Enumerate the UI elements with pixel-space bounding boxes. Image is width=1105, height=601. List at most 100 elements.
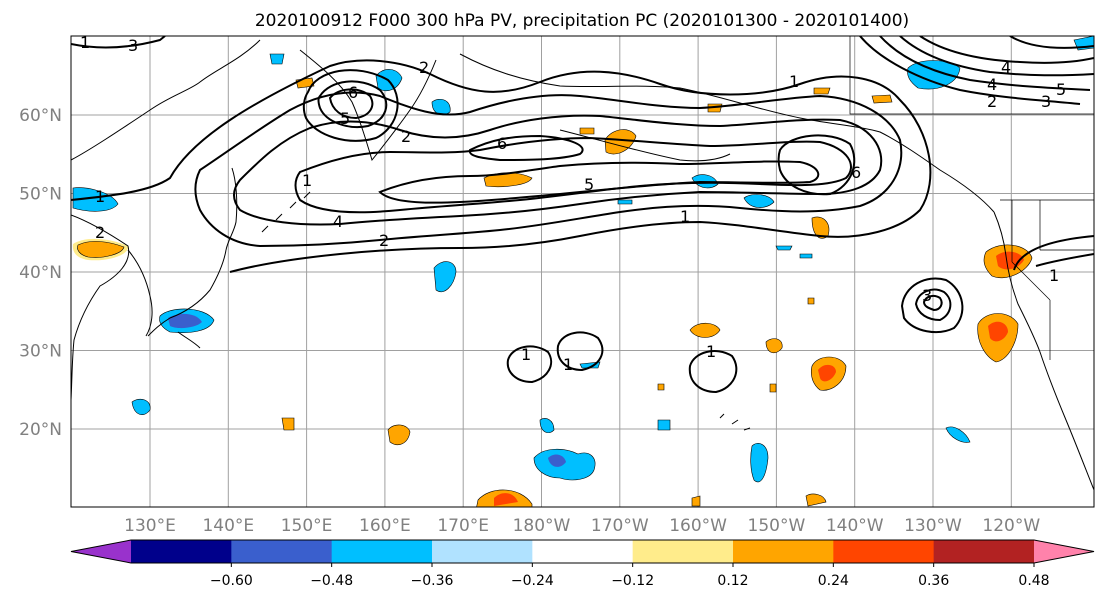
precip-neg-kam3 bbox=[269, 53, 285, 65]
precip-blob-ca-north bbox=[983, 244, 1033, 278]
colorbar: −0.60 −0.48 −0.36 −0.24 −0.12 0.12 0.24 0.36 0.4… bbox=[70, 539, 1095, 589]
precip-blob-sub9 bbox=[807, 297, 815, 305]
colorbar-swatch bbox=[131, 540, 232, 563]
lon-label: 160°W bbox=[669, 516, 727, 536]
clabel: 5 bbox=[584, 175, 594, 194]
precip-blob-gulf3 bbox=[813, 87, 831, 95]
precip-neg-sub10 bbox=[617, 199, 633, 205]
coastlines bbox=[71, 39, 1094, 491]
lat-label: 20°N bbox=[19, 420, 62, 440]
precip-neg-sub8 bbox=[775, 245, 793, 251]
precip-neg-sub3 bbox=[945, 426, 971, 443]
clabel: 1 bbox=[1049, 266, 1059, 285]
colorbar-tick-label: −0.60 bbox=[210, 573, 253, 589]
precip-neg-sub5 bbox=[539, 418, 555, 433]
colorbar-tick-label: −0.48 bbox=[310, 573, 353, 589]
pv-contour-closed-ca1 bbox=[900, 277, 964, 334]
precip-neg-sub2 bbox=[750, 443, 769, 483]
border-alaska-canada bbox=[849, 36, 1094, 115]
colorbar-tick-label: −0.12 bbox=[611, 573, 654, 589]
coast-japan bbox=[147, 249, 227, 349]
lon-label: 140°W bbox=[826, 516, 884, 536]
coast-asia bbox=[71, 39, 261, 401]
clabel: 5 bbox=[340, 109, 350, 128]
colorbar-swatch bbox=[432, 540, 533, 563]
precip-blob-sub5 bbox=[281, 417, 295, 431]
longitude-labels: 130°E 140°E 150°E 160°E 170°E 180°W 170°W 160°W… bbox=[124, 516, 1040, 536]
lon-label: 150°E bbox=[281, 516, 333, 536]
clabel: 1 bbox=[302, 171, 312, 190]
precip-blob-sub3 bbox=[810, 356, 847, 391]
lon-label: 170°W bbox=[591, 516, 649, 536]
precip-blob-sub10 bbox=[657, 383, 665, 391]
pv-contour-sub1 bbox=[506, 345, 553, 384]
clabel: 2 bbox=[95, 223, 105, 242]
precip-blob-japan-south bbox=[72, 238, 129, 261]
pv-contour-k6 bbox=[317, 80, 388, 128]
precip-neg-kyushu bbox=[159, 308, 215, 333]
precip-neg-sub1 bbox=[533, 448, 596, 481]
lon-label: 140°E bbox=[202, 516, 254, 536]
pv-contour-2 bbox=[194, 91, 903, 248]
pv-contour-closed-ca2 bbox=[914, 288, 952, 322]
precip-blob-sub8 bbox=[769, 383, 777, 393]
colorbar-tick-label: 0.36 bbox=[918, 573, 949, 589]
colorbar-tick-label: 0.48 bbox=[1018, 573, 1049, 589]
clabel: 1 bbox=[706, 342, 716, 361]
clabel: 1 bbox=[80, 33, 90, 52]
pv-contour-5 bbox=[378, 160, 820, 204]
pv-contour-canada3 bbox=[899, 36, 1094, 77]
pv-contour-topleft bbox=[71, 36, 166, 49]
borders bbox=[849, 36, 1094, 360]
precip-neg-gulf1 bbox=[743, 194, 775, 208]
clabel: 3 bbox=[922, 286, 932, 305]
pv-contour-canada5 bbox=[1009, 36, 1094, 49]
map-frame bbox=[70, 35, 1095, 508]
lon-label: 150°W bbox=[748, 516, 806, 536]
clabel: 6 bbox=[497, 134, 507, 153]
coast-kuril bbox=[261, 191, 311, 233]
colorbar-swatch bbox=[231, 540, 333, 563]
lat-label: 50°N bbox=[19, 185, 62, 205]
colorbar-tick-label: 0.12 bbox=[717, 573, 748, 589]
pv-contour-6 bbox=[468, 134, 584, 162]
precip-blob-sub2 bbox=[765, 338, 783, 354]
map-area: 1 3 2 6 5 2 6 4 5 1 1 2 4 2 3 5 6 1 1 4 … bbox=[71, 33, 1094, 507]
pv-contour-us bbox=[1013, 235, 1094, 271]
pv-contour-canada4 bbox=[919, 36, 1094, 64]
precip-neg-japan bbox=[72, 187, 119, 212]
colorbar-swatch bbox=[833, 540, 935, 563]
lon-label: 120°W bbox=[982, 516, 1040, 536]
precip-blob-sub4 bbox=[387, 424, 411, 445]
lat-label: 40°N bbox=[19, 263, 62, 283]
clabel: 4 bbox=[987, 75, 997, 94]
clabel: 2 bbox=[419, 58, 429, 77]
pv-contour-1a bbox=[71, 59, 932, 273]
colorbar-outline bbox=[70, 539, 1095, 564]
clabel: 1 bbox=[563, 355, 573, 374]
lon-label: 160°E bbox=[359, 516, 411, 536]
pv-contour-canada2 bbox=[879, 36, 1091, 91]
colorbar-extend-low bbox=[71, 540, 131, 563]
clabel: 2 bbox=[379, 231, 389, 250]
clabel: 1 bbox=[789, 72, 799, 91]
pv-contour-3 bbox=[233, 114, 883, 226]
precip-negative bbox=[72, 36, 1094, 483]
lon-label: 170°E bbox=[437, 516, 489, 536]
precip-blob-aleut2 bbox=[579, 127, 595, 135]
precip-neg-sub6 bbox=[657, 419, 671, 431]
pv-contour-sub3 bbox=[688, 350, 738, 394]
colorbar-tick-label: 0.24 bbox=[818, 573, 849, 589]
clabel: 6 bbox=[348, 83, 358, 102]
colorbar-tick-label: −0.24 bbox=[511, 573, 554, 589]
pv-contour-closed-ca3 bbox=[922, 294, 943, 312]
colorbar-swatch bbox=[632, 540, 734, 563]
colorbar-extend-high bbox=[1034, 540, 1094, 563]
lon-label: 130°W bbox=[904, 516, 962, 536]
precip-neg-kam2 bbox=[431, 99, 451, 115]
coast-alaska bbox=[459, 53, 995, 213]
lon-label: 180°W bbox=[513, 516, 571, 536]
clabel: 3 bbox=[128, 36, 138, 55]
clabel: 2 bbox=[401, 127, 411, 146]
